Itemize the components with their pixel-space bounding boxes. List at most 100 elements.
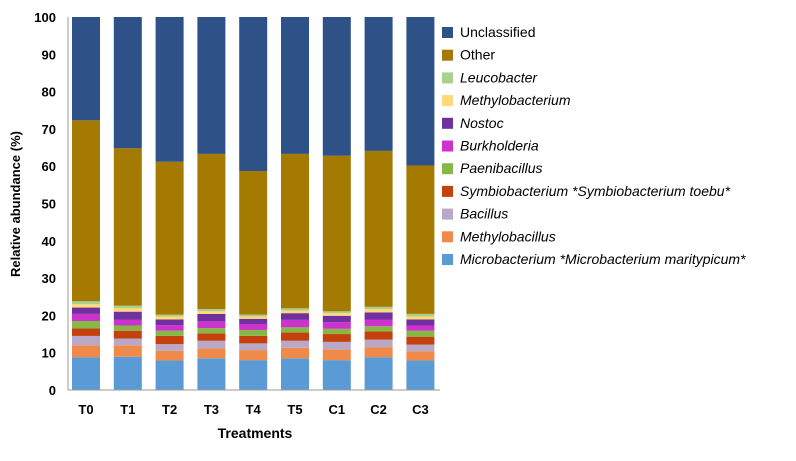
bar-segment-T4-5 (239, 323, 268, 330)
bar-segment-T5-4 (281, 327, 309, 333)
bar-segment-C1-6 (322, 315, 351, 323)
bar-segment-T4-7 (239, 316, 268, 319)
legend-swatch (442, 163, 453, 175)
legend-swatch (442, 72, 453, 84)
x-tick-label: T2 (162, 402, 177, 417)
y-tick-label: 40 (42, 234, 56, 249)
bar-segment-T5-6 (281, 313, 309, 320)
bar-segment-C2-2 (364, 339, 393, 348)
legend-swatch (442, 231, 453, 243)
x-tick-label: T1 (120, 402, 135, 417)
bar-segment-T2-9 (155, 161, 184, 315)
bar-segment-C2-4 (364, 326, 393, 332)
bars-group (72, 17, 435, 390)
bar-segment-T1-2 (113, 338, 142, 346)
legend-label: Burkholderia (460, 138, 539, 154)
bar-segment-T3-3 (197, 333, 226, 341)
bar-segment-T4-3 (239, 335, 268, 344)
legend-label: Bacillus (460, 206, 508, 222)
bar-segment-T0-9 (72, 120, 100, 302)
bar-segment-C2-9 (364, 150, 393, 307)
bar-segment-T1-5 (113, 319, 142, 326)
bar-segment-T2-10 (155, 17, 184, 162)
legend-label: Methylobacillus (460, 228, 556, 244)
y-tick-label: 100 (34, 10, 56, 25)
legend-swatch (442, 254, 453, 265)
bar-segment-T2-3 (155, 335, 184, 345)
bar-segment-T2-6 (155, 319, 184, 326)
y-tick-label: 60 (42, 159, 56, 174)
bar-segment-T2-2 (155, 344, 184, 351)
bar-segment-T2-0 (155, 360, 184, 390)
bar-segment-C2-5 (364, 319, 393, 327)
bar-segment-T5-2 (281, 340, 309, 348)
bar-segment-C1-10 (322, 17, 351, 156)
bar-segment-T4-6 (239, 318, 268, 324)
legend-swatch (442, 208, 453, 220)
bar-segment-T5-10 (281, 17, 309, 154)
bar-segment-C1-3 (322, 334, 351, 342)
bar-segment-C3-0 (406, 360, 435, 390)
bar-segment-T1-8 (113, 305, 142, 309)
bar-segment-C1-8 (322, 311, 351, 314)
bar-segment-T4-4 (239, 329, 268, 336)
y-axis-label: Relative abundance (%) (8, 131, 23, 277)
bar-segment-T1-6 (113, 311, 142, 320)
bar-segment-T5-1 (281, 347, 309, 359)
bar-segment-T3-10 (197, 17, 226, 154)
bar-segment-T2-4 (155, 330, 184, 336)
bar-segment-T1-4 (113, 325, 142, 331)
bar-segment-T5-3 (281, 332, 309, 341)
bar-segment-C2-0 (364, 357, 393, 390)
bar-segment-C3-4 (406, 330, 435, 337)
legend-label: Paenibacillus (460, 160, 543, 176)
y-tick-label: 90 (42, 47, 56, 62)
bar-segment-C2-3 (364, 331, 393, 340)
bar-segment-T0-8 (72, 301, 100, 305)
legend-label: Other (460, 47, 495, 63)
bar-segment-T0-10 (72, 17, 100, 121)
y-tick-labels: 0 10 20 30 40 50 60 70 80 90 100 (34, 10, 56, 398)
x-tick-labels: T0 T1 T2 T3 T4 T5 C1 C2 C3 (78, 402, 428, 417)
x-tick-label: T3 (204, 402, 219, 417)
y-tick-label: 10 (42, 346, 56, 361)
bar-segment-T0-6 (72, 307, 100, 314)
bar-segment-T4-0 (239, 360, 268, 390)
legend: Unclassified Other Leucobacter Methylobacte… (442, 24, 746, 267)
bar-segment-C3-8 (406, 313, 435, 317)
bar-segment-T1-10 (113, 17, 142, 149)
bar-segment-C3-9 (406, 165, 435, 314)
bar-segment-T3-4 (197, 328, 226, 334)
bar-segment-C3-2 (406, 344, 435, 352)
bar-segment-C3-3 (406, 336, 435, 345)
legend-label: Leucobacter (460, 69, 538, 85)
bar-segment-T2-5 (155, 325, 184, 331)
bar-segment-T0-4 (72, 320, 100, 329)
legend-swatch (442, 95, 453, 107)
bar-segment-T1-9 (113, 148, 142, 306)
legend-swatch (442, 140, 453, 152)
bar-segment-C3-6 (406, 319, 435, 326)
bar-segment-T5-8 (281, 308, 309, 311)
y-tick-label: 70 (42, 122, 56, 137)
bar-segment-C1-9 (322, 155, 351, 312)
bar-segment-C2-10 (364, 17, 393, 151)
bar-segment-C3-1 (406, 351, 435, 361)
x-tick-label: T0 (78, 402, 93, 417)
bar-segment-T0-0 (72, 357, 100, 390)
bar-segment-T3-2 (197, 340, 226, 349)
bar-segment-C2-8 (364, 306, 393, 310)
bar-segment-C2-7 (364, 309, 393, 313)
legend-swatch (442, 185, 453, 197)
bar-segment-T3-6 (197, 313, 226, 322)
bar-segment-T4-2 (239, 343, 268, 351)
bar-segment-C1-5 (322, 322, 351, 329)
bar-segment-T0-3 (72, 328, 100, 336)
legend-label: Symbiobacterium *Symbiobacterium toebu* (460, 183, 731, 199)
bar-segment-T2-8 (155, 314, 184, 317)
bar-segment-T3-5 (197, 321, 226, 329)
bar-segment-T1-0 (113, 356, 142, 390)
bar-segment-T1-1 (113, 345, 142, 357)
bar-segment-T1-7 (113, 308, 142, 312)
